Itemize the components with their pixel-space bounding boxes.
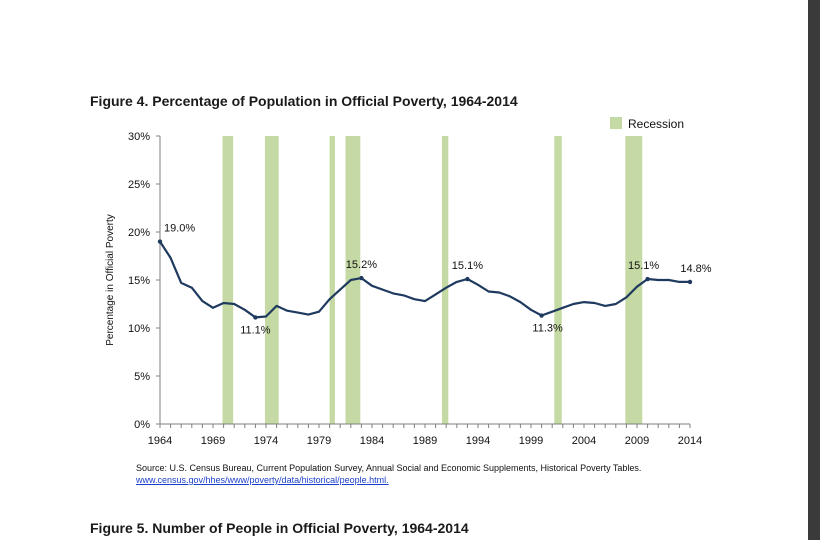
data-point-1965 bbox=[169, 257, 172, 259]
annotation-marker-1973 bbox=[253, 315, 258, 320]
data-point-1969 bbox=[212, 306, 214, 309]
recession-band-6 bbox=[554, 136, 562, 424]
data-point-2001 bbox=[551, 310, 554, 313]
annotation-marker-1993 bbox=[465, 276, 470, 282]
figure-4-title: Figure 4. Percentage of Population in Of… bbox=[90, 93, 518, 109]
source-link[interactable]: www.census.gov/hhes/www/poverty/data/his… bbox=[136, 475, 389, 485]
chart-legend: Recession bbox=[610, 117, 684, 131]
data-point-1968 bbox=[201, 300, 204, 303]
y-axis-title: Percentage in Official Poverty bbox=[105, 214, 116, 346]
viewer-scrollbar[interactable] bbox=[808, 0, 820, 540]
y-tick-label-25: 25% bbox=[128, 179, 150, 191]
data-point-2006 bbox=[604, 305, 607, 307]
poverty-rate-line bbox=[159, 241, 690, 319]
data-point-1977 bbox=[296, 311, 299, 314]
series-layer bbox=[159, 240, 691, 319]
data-point-1972 bbox=[243, 308, 246, 311]
data-label-1993: 15.1% bbox=[452, 260, 483, 272]
annotation-marker-2010 bbox=[645, 276, 650, 282]
data-point-1991 bbox=[445, 286, 448, 289]
data-point-1996 bbox=[498, 291, 501, 294]
data-point-2004 bbox=[583, 301, 585, 303]
x-tick-label-1984: 1984 bbox=[360, 435, 384, 447]
data-point-1984 bbox=[371, 284, 373, 287]
data-point-1971 bbox=[233, 303, 236, 305]
data-labels: 19.0% 11.1% 15.2% 15.1% 11.3% 15.1% 14.8% bbox=[157, 223, 712, 336]
legend-swatch-recession bbox=[610, 117, 622, 129]
recession-bands bbox=[222, 136, 643, 424]
data-point-2011 bbox=[657, 279, 660, 281]
data-point-1987 bbox=[402, 294, 405, 297]
data-point-2008 bbox=[625, 296, 628, 299]
legend-label-recession: Recession bbox=[628, 117, 684, 131]
data-point-1966 bbox=[180, 281, 183, 284]
y-tick-label-5: 5% bbox=[134, 371, 150, 383]
y-tick-label-10: 10% bbox=[128, 323, 150, 335]
y-tick-label-20: 20% bbox=[128, 227, 150, 239]
x-tick-label-1974: 1974 bbox=[254, 435, 278, 447]
data-point-2005 bbox=[593, 302, 596, 304]
recession-band-2 bbox=[264, 136, 279, 424]
y-tick-label-0: 0% bbox=[134, 419, 150, 431]
x-tick-label-2009: 2009 bbox=[625, 435, 649, 447]
data-point-1985 bbox=[381, 288, 384, 291]
data-point-1979 bbox=[318, 310, 320, 313]
data-point-2013 bbox=[678, 281, 681, 283]
data-point-1974 bbox=[265, 315, 267, 318]
data-point-1998 bbox=[519, 301, 522, 303]
x-tick-label-1969: 1969 bbox=[201, 435, 225, 447]
recession-band-1 bbox=[222, 136, 234, 424]
data-point-1995 bbox=[487, 290, 490, 293]
data-point-2003 bbox=[572, 303, 575, 305]
data-point-1988 bbox=[413, 298, 416, 301]
data-point-1994 bbox=[477, 283, 479, 286]
y-tick-label-15: 15% bbox=[128, 275, 150, 287]
data-label-1983: 15.2% bbox=[346, 259, 377, 271]
data-point-1992 bbox=[455, 281, 458, 283]
source-note: Source: U.S. Census Bureau, Current Popu… bbox=[136, 462, 641, 486]
x-tick-label-2004: 2004 bbox=[572, 435, 596, 447]
source-text: Source: U.S. Census Bureau, Current Popu… bbox=[136, 463, 642, 473]
data-point-1981 bbox=[339, 288, 342, 291]
data-point-1976 bbox=[286, 309, 289, 312]
x-tick-label-1979: 1979 bbox=[307, 435, 331, 447]
recession-band-7 bbox=[625, 136, 643, 424]
data-point-1982 bbox=[349, 279, 352, 281]
data-point-2012 bbox=[667, 279, 670, 281]
data-point-2009 bbox=[636, 285, 638, 288]
data-point-1980 bbox=[328, 298, 331, 301]
x-tick-label-1989: 1989 bbox=[413, 435, 437, 447]
figure-5-title: Figure 5. Number of People in Official P… bbox=[90, 520, 469, 536]
data-point-1989 bbox=[424, 300, 426, 303]
data-point-1967 bbox=[190, 286, 193, 289]
data-point-1999 bbox=[530, 308, 532, 311]
data-label-1973: 11.1% bbox=[240, 324, 271, 336]
recession-band-3 bbox=[329, 136, 335, 424]
y-tick-label-30: 30% bbox=[128, 131, 150, 143]
data-label-1964: 19.0% bbox=[164, 223, 195, 235]
annotation-marker-1964 bbox=[157, 239, 163, 244]
annotation-marker-2000 bbox=[539, 313, 544, 318]
data-point-2002 bbox=[561, 306, 564, 309]
chart-axes: 0% 5% 10% 15% 20% 25% 30% 1964 1969 1974 1979 1984 1… bbox=[105, 131, 702, 447]
data-point-2007 bbox=[614, 303, 617, 305]
recession-band-5 bbox=[441, 136, 449, 424]
data-point-1997 bbox=[508, 295, 511, 298]
data-label-2000: 11.3% bbox=[532, 323, 563, 335]
data-point-1975 bbox=[275, 305, 278, 307]
data-point-1970 bbox=[222, 302, 225, 304]
x-tick-label-1994: 1994 bbox=[466, 435, 490, 447]
data-point-1978 bbox=[307, 313, 310, 316]
x-tick-label-1999: 1999 bbox=[519, 435, 543, 447]
data-point-1990 bbox=[434, 293, 437, 296]
data-label-2010: 15.1% bbox=[628, 260, 659, 272]
x-tick-label-2014: 2014 bbox=[678, 435, 702, 447]
x-tick-label-1964: 1964 bbox=[148, 435, 172, 447]
data-label-2014: 14.8% bbox=[680, 263, 711, 275]
data-point-1986 bbox=[392, 292, 395, 295]
annotation-marker-1983 bbox=[359, 275, 364, 281]
annotation-marker-2014 bbox=[687, 279, 693, 285]
